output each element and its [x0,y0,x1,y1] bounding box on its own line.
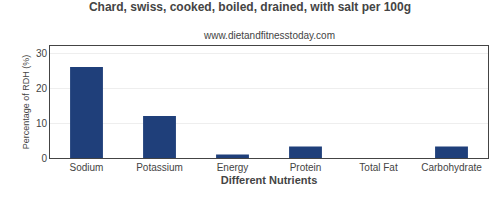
svg-text:Carbohydrate: Carbohydrate [421,162,482,173]
svg-text:Energy: Energy [217,162,249,173]
svg-text:Total Fat: Total Fat [359,162,398,173]
svg-text:Chard, swiss, cooked, boiled,: Chard, swiss, cooked, boiled, drained, w… [89,0,411,14]
svg-text:20: 20 [36,83,48,94]
svg-text:Potassium: Potassium [136,162,183,173]
svg-text:30: 30 [36,48,48,59]
svg-text:Sodium: Sodium [70,162,104,173]
svg-text:10: 10 [36,118,48,129]
svg-text:www.dietandfitnesstoday.com: www.dietandfitnesstoday.com [203,30,335,41]
svg-text:Percentage of RDH (%): Percentage of RDH (%) [21,55,31,150]
svg-text:Different Nutrients: Different Nutrients [221,174,318,186]
svg-text:Protein: Protein [290,162,322,173]
svg-text:0: 0 [41,153,47,164]
